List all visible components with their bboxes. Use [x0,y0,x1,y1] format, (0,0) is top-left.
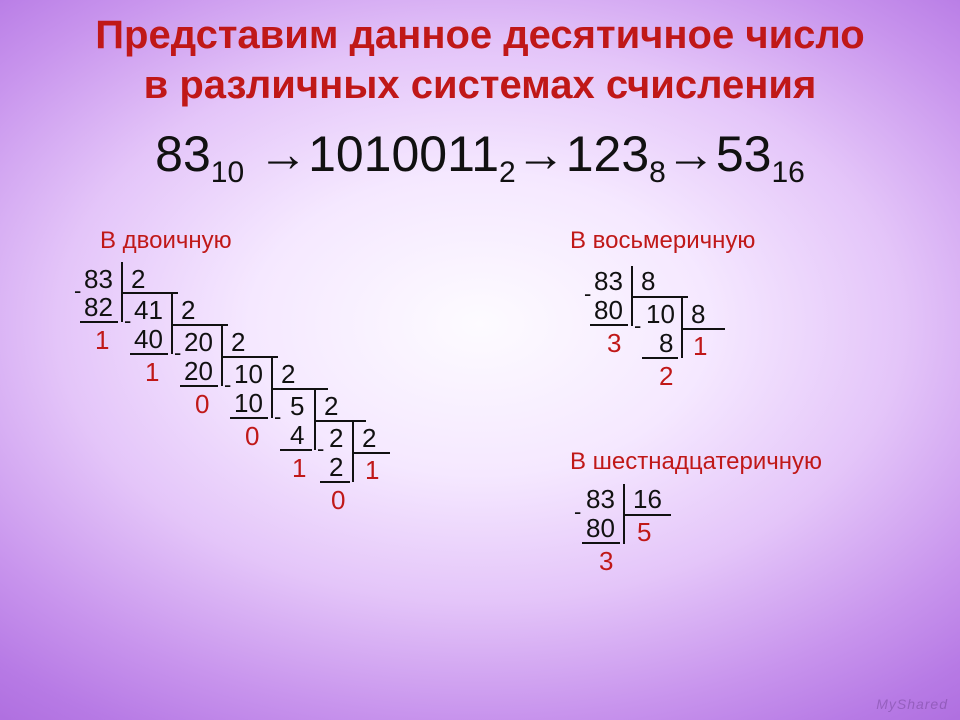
b1-sub: 40 [134,326,163,352]
b1-hline [130,353,168,355]
b5-rem: 0 [331,487,345,513]
o1-quot: 10 [646,301,675,327]
b4-quot: 5 [290,393,304,419]
watermark: MyShared [876,696,948,712]
b5-divisor: 2 [362,425,376,451]
minus-b5: - [317,436,324,462]
arrow-2: → [516,126,566,182]
arrow-1: → [258,126,308,182]
b1-divisor: 2 [181,297,195,323]
b2-rem: 0 [195,391,209,417]
arrow-3: → [666,126,716,182]
conversion-line: 8310 →10100112→1238→5316 [0,125,960,190]
b0-sub: 82 [84,294,113,320]
sub-base8: 8 [649,156,666,189]
h0-sub: 80 [586,515,615,541]
minus-b4: - [274,404,281,430]
b1-qline [173,324,228,326]
minus-b2: - [174,340,181,366]
b3-sub: 10 [234,390,263,416]
b5-qline [354,452,390,454]
h0-hline [582,542,620,544]
b3-divisor: 2 [281,361,295,387]
label-hex: В шестнадцатеричную [570,448,822,476]
o1-rem: 2 [659,363,673,389]
label-binary: В двоичную [100,227,232,255]
h0-quot: 5 [637,519,651,545]
b3-quot: 10 [234,361,263,387]
title-line-1: Представим данное десятичное число [95,13,864,57]
slide-title: Представим данное десятичное число в раз… [0,10,960,110]
h0-divisor: 16 [633,486,662,512]
b5-sub: 2 [329,454,343,480]
b1-rem: 1 [145,359,159,385]
b4-qline [316,420,366,422]
num-base2: 1010011 [308,126,499,182]
b0-qline [123,292,178,294]
b2-quot: 20 [184,329,213,355]
b4-hline [280,449,312,451]
o1-qline [683,328,725,330]
b5-final: 1 [365,457,379,483]
b5-hline [320,481,350,483]
b0-divisor: 2 [131,266,145,292]
b5-quot: 2 [329,425,343,451]
o0-dividend: 83 [594,268,623,294]
title-line-2: в различных системах счисления [144,63,817,107]
o1-hline [642,357,678,359]
b0-rem: 1 [95,327,109,353]
minus-b1: - [124,308,131,334]
o0-rem: 3 [607,330,621,356]
b3-rem: 0 [245,423,259,449]
b4-divisor: 2 [324,393,338,419]
b2-hline [180,385,218,387]
minus-o0: - [584,281,591,307]
h0-dividend: 83 [586,486,615,512]
num-base8: 123 [566,126,649,182]
label-octal: В восьмеричную [570,227,755,255]
o0-qline [633,296,688,298]
o0-divisor: 8 [641,268,655,294]
o1-final: 1 [693,333,707,359]
minus-o1: - [634,313,641,339]
o1-divisor: 8 [691,301,705,327]
b3-qline [273,388,328,390]
b2-qline [223,356,278,358]
num-base16: 53 [716,126,772,182]
o0-hline [590,324,628,326]
b1-quot: 41 [134,297,163,323]
o1-sub: 8 [659,330,673,356]
b3-hline [230,417,268,419]
sub-base10: 10 [211,156,244,189]
o0-sub: 80 [594,297,623,323]
b0-hline [80,321,118,323]
b4-sub: 4 [290,422,304,448]
minus-h0: - [574,499,581,525]
minus-b3: - [224,372,231,398]
b2-divisor: 2 [231,329,245,355]
num-base10: 83 [155,126,211,182]
sub-base2: 2 [499,156,516,189]
h0-rem: 3 [599,548,613,574]
minus-b0: - [74,278,81,304]
h0-qline [625,514,671,516]
b4-rem: 1 [292,455,306,481]
b2-sub: 20 [184,358,213,384]
sub-base16: 16 [771,156,804,189]
b0-dividend: 83 [84,266,113,292]
